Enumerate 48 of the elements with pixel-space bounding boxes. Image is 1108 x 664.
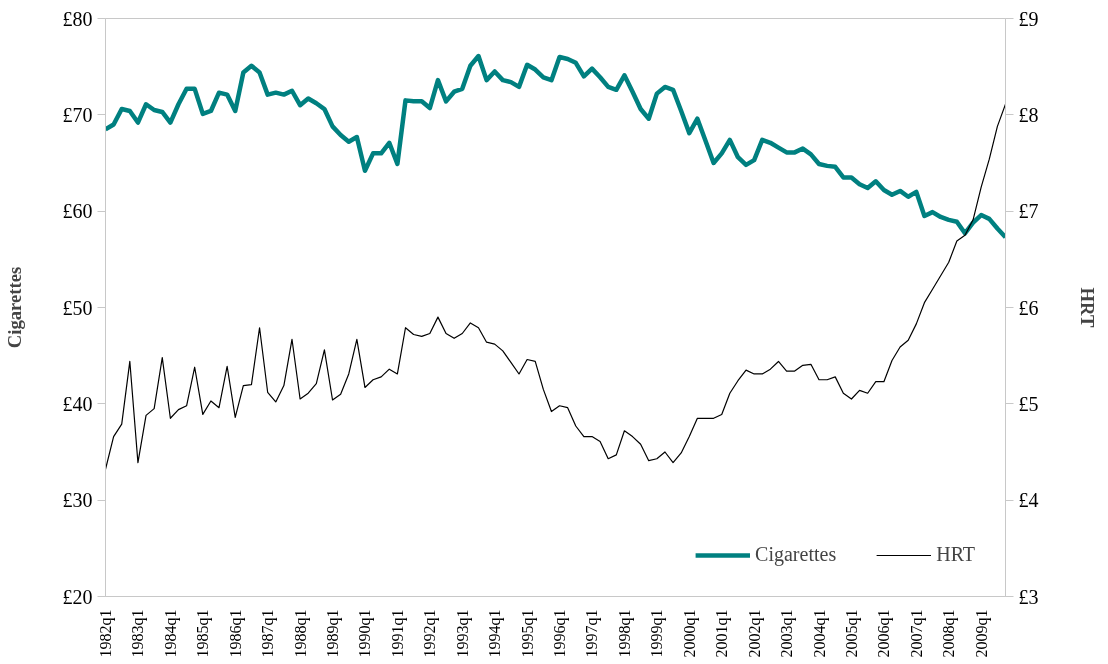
y2-tick-label: £4 <box>1018 489 1039 512</box>
x-tick-label: 1989q1 <box>324 609 343 658</box>
y-tick-label: £40 <box>62 392 93 415</box>
x-tick-label: 1997q1 <box>583 609 602 658</box>
x-tick-label: 1985q1 <box>194 609 213 658</box>
x-tick-label: 2007q1 <box>907 609 926 658</box>
y-axis-title: Cigarettes <box>3 266 25 349</box>
x-tick-label: 2006q1 <box>875 609 894 658</box>
y-tick-label: £20 <box>62 585 93 608</box>
x-tick-label: 1994q1 <box>486 609 505 658</box>
x-tick-label: 2005q1 <box>842 609 861 658</box>
x-tick-label: 2003q1 <box>778 609 797 658</box>
x-tick-label: 2001q1 <box>713 609 732 658</box>
y2-tick-label: £6 <box>1018 296 1039 319</box>
x-tick-label: 1998q1 <box>615 609 634 658</box>
x-tick-label: 1982q1 <box>97 609 115 658</box>
x-tick-label: 1991q1 <box>388 609 407 658</box>
x-tick-label: 1995q1 <box>518 609 537 658</box>
line-series <box>105 103 1006 470</box>
x-tick-label: 1988q1 <box>291 609 310 658</box>
y-tick-label: £50 <box>62 296 93 319</box>
x-tick-label: 2004q1 <box>810 609 829 658</box>
x-tick-label: 1996q1 <box>551 609 570 658</box>
x-tick-label: 1987q1 <box>259 609 278 658</box>
y2-tick-label: £5 <box>1018 392 1039 415</box>
x-tick-label: 1986q1 <box>226 609 245 658</box>
y-tick-label: £30 <box>62 489 93 512</box>
x-tick-label: 2008q1 <box>940 609 959 658</box>
y2-axis-title: HRT <box>1076 287 1098 328</box>
x-tick-label: 1984q1 <box>161 609 180 658</box>
x-tick-label: 2000q1 <box>680 609 699 658</box>
y2-tick-label: £7 <box>1018 200 1039 223</box>
x-tick-label: 2002q1 <box>745 609 764 658</box>
y-tick-label: £80 <box>62 7 93 30</box>
legend-label: Cigarettes <box>755 543 837 566</box>
y-tick-label: £70 <box>62 103 93 126</box>
y-tick-label: £60 <box>62 200 93 223</box>
x-tick-label: 1990q1 <box>356 609 375 658</box>
x-tick-label: 1983q1 <box>129 609 148 658</box>
legend-label: HRT <box>936 543 975 566</box>
x-tick-label: 1999q1 <box>648 609 667 658</box>
x-tick-label: 1992q1 <box>421 609 440 658</box>
line-series <box>105 53 1006 240</box>
y2-tick-label: £8 <box>1018 103 1039 126</box>
x-tick-label: 2009q1 <box>972 609 991 658</box>
y2-tick-label: £3 <box>1018 585 1039 608</box>
x-tick-label: 1993q1 <box>453 609 472 658</box>
y2-tick-label: £9 <box>1018 7 1039 30</box>
